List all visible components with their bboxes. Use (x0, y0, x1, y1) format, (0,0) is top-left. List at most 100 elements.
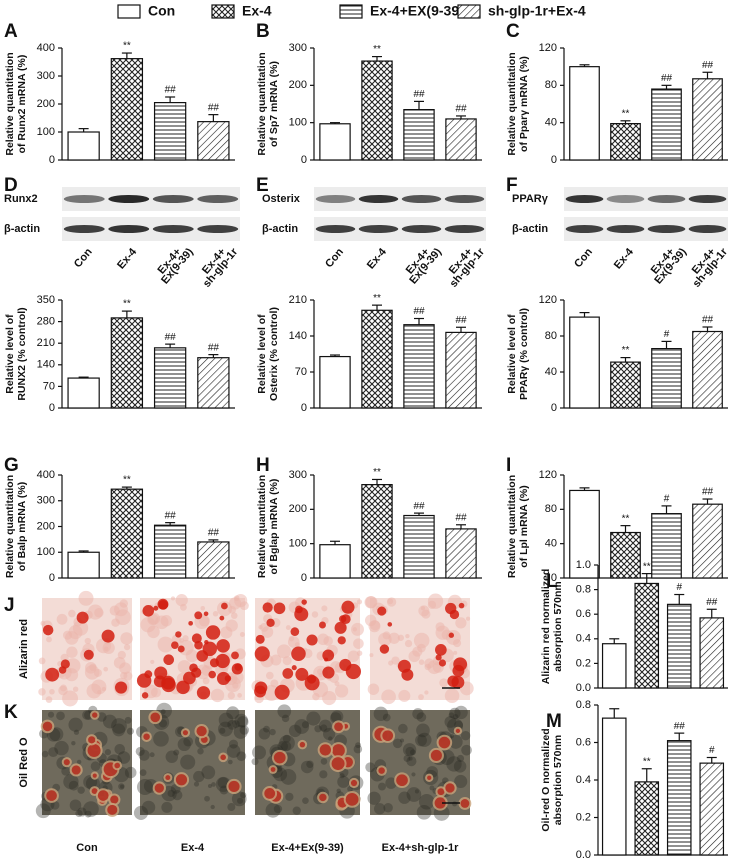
stain (273, 602, 286, 615)
texture (412, 708, 424, 720)
stain (42, 721, 53, 732)
texture (337, 775, 350, 788)
bar (601, 717, 627, 856)
texture (71, 740, 76, 746)
y-tick-label: 200 (37, 98, 55, 110)
y-tick-label: 0 (49, 572, 55, 584)
texture (386, 597, 397, 607)
panel-letter: G (4, 455, 19, 476)
stain (196, 686, 211, 700)
texture (334, 681, 340, 687)
texture (227, 691, 235, 700)
texture (287, 636, 300, 648)
y-axis-label: Relative level of (506, 314, 518, 394)
image-column-label: Ex-4+Ex(9-39) (271, 842, 344, 854)
texture (453, 639, 462, 648)
texture (157, 636, 174, 653)
image-row-label: Oil Red O (18, 737, 30, 788)
texture (408, 756, 413, 761)
significance-label: ## (208, 342, 220, 353)
texture (460, 731, 471, 741)
texture (328, 736, 333, 741)
stain (216, 671, 231, 685)
y-tick-label: 0 (49, 154, 55, 166)
texture (398, 791, 411, 804)
bar (197, 541, 230, 579)
y-tick-label: 140 (37, 359, 55, 371)
y-tick-label: 0 (551, 402, 557, 414)
stain (157, 598, 169, 610)
y-tick-label: 70 (295, 366, 307, 378)
texture (153, 731, 169, 747)
texture (226, 744, 241, 758)
significance-label: ** (622, 108, 630, 119)
texture (367, 791, 381, 805)
texture (229, 739, 239, 749)
texture (193, 770, 205, 783)
texture (73, 729, 80, 735)
texture (365, 762, 376, 773)
stain (460, 799, 470, 808)
stain (71, 765, 81, 775)
stain (266, 618, 275, 627)
stain (434, 797, 446, 809)
texture (172, 790, 183, 801)
texture (355, 742, 362, 749)
stain (150, 712, 161, 723)
legend-label: Con (148, 3, 175, 19)
stain (114, 762, 120, 769)
y-tick-label: 0 (551, 572, 557, 584)
y-tick-label: 120 (539, 42, 557, 54)
texture (454, 705, 468, 720)
texture (183, 736, 194, 747)
significance-label: ** (643, 561, 651, 572)
texture (277, 704, 292, 719)
y-axis-label: of Sp7 mRNA (%) (268, 61, 280, 147)
y-axis-label: absorption 570nm (552, 735, 564, 825)
texture (123, 644, 131, 651)
bar (610, 122, 641, 161)
y-tick-label: 0 (49, 402, 55, 414)
significance-label: # (664, 329, 670, 340)
significance-label: ## (455, 512, 467, 523)
bar (153, 524, 187, 579)
y-axis-label: of Runx2 mRNA (%) (16, 55, 28, 154)
texture (353, 744, 363, 754)
blot-band (315, 225, 356, 233)
texture (414, 789, 419, 794)
image-column-label: Ex-4 (181, 842, 205, 854)
y-tick-label: 0 (301, 402, 307, 414)
texture (84, 637, 91, 645)
legend-swatch (211, 4, 235, 19)
stain (153, 605, 159, 611)
bar (634, 781, 660, 856)
legend-swatch (117, 4, 141, 19)
texture (456, 754, 465, 763)
y-tick-label: 300 (37, 495, 55, 507)
texture (237, 693, 242, 698)
significance-label: ** (622, 513, 630, 524)
texture (269, 728, 276, 736)
bar (569, 66, 600, 161)
texture (112, 723, 126, 737)
y-axis-label: Relative quantitation (4, 52, 16, 155)
y-tick-label: 300 (289, 42, 307, 54)
bar (403, 324, 435, 409)
texture (439, 678, 449, 688)
stain (377, 606, 387, 616)
texture (321, 605, 328, 612)
blot-row-label: Osterix (262, 193, 301, 205)
blot-band (647, 195, 686, 203)
stain (254, 685, 267, 698)
texture (347, 650, 360, 662)
image-column-label: Ex-4+sh-glp-1r (382, 842, 459, 854)
texture (323, 727, 336, 741)
significance-label: ## (706, 597, 718, 608)
stain (205, 625, 221, 640)
texture (292, 806, 301, 815)
texture (38, 657, 46, 665)
texture (201, 765, 216, 780)
stain (219, 615, 225, 621)
stain (141, 692, 149, 699)
y-axis-label: absorption 570nm (552, 581, 564, 671)
